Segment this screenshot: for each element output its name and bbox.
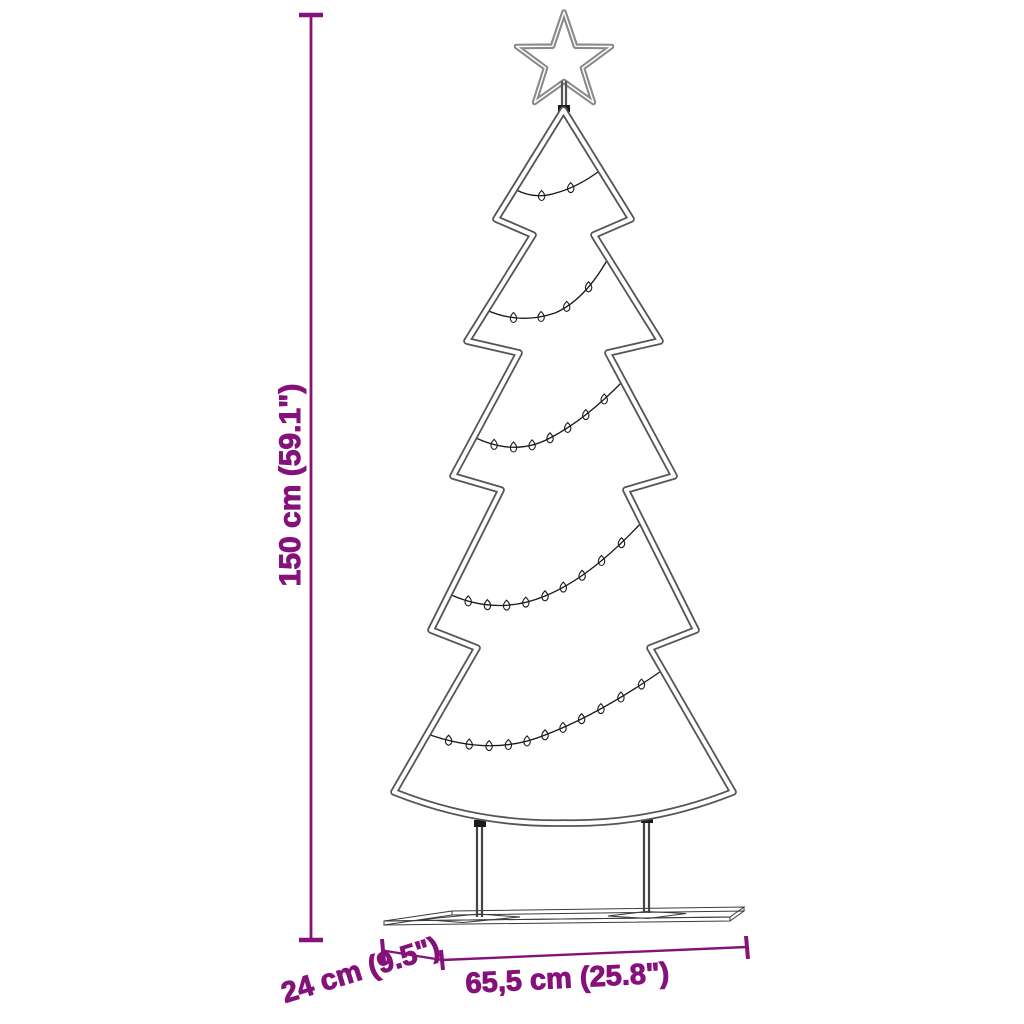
svg-text:24 cm (9.5"): 24 cm (9.5") — [278, 931, 444, 1009]
svg-text:65,5 cm (25.8"): 65,5 cm (25.8") — [465, 957, 670, 1000]
svg-text:150 cm (59.1"): 150 cm (59.1") — [274, 384, 307, 587]
